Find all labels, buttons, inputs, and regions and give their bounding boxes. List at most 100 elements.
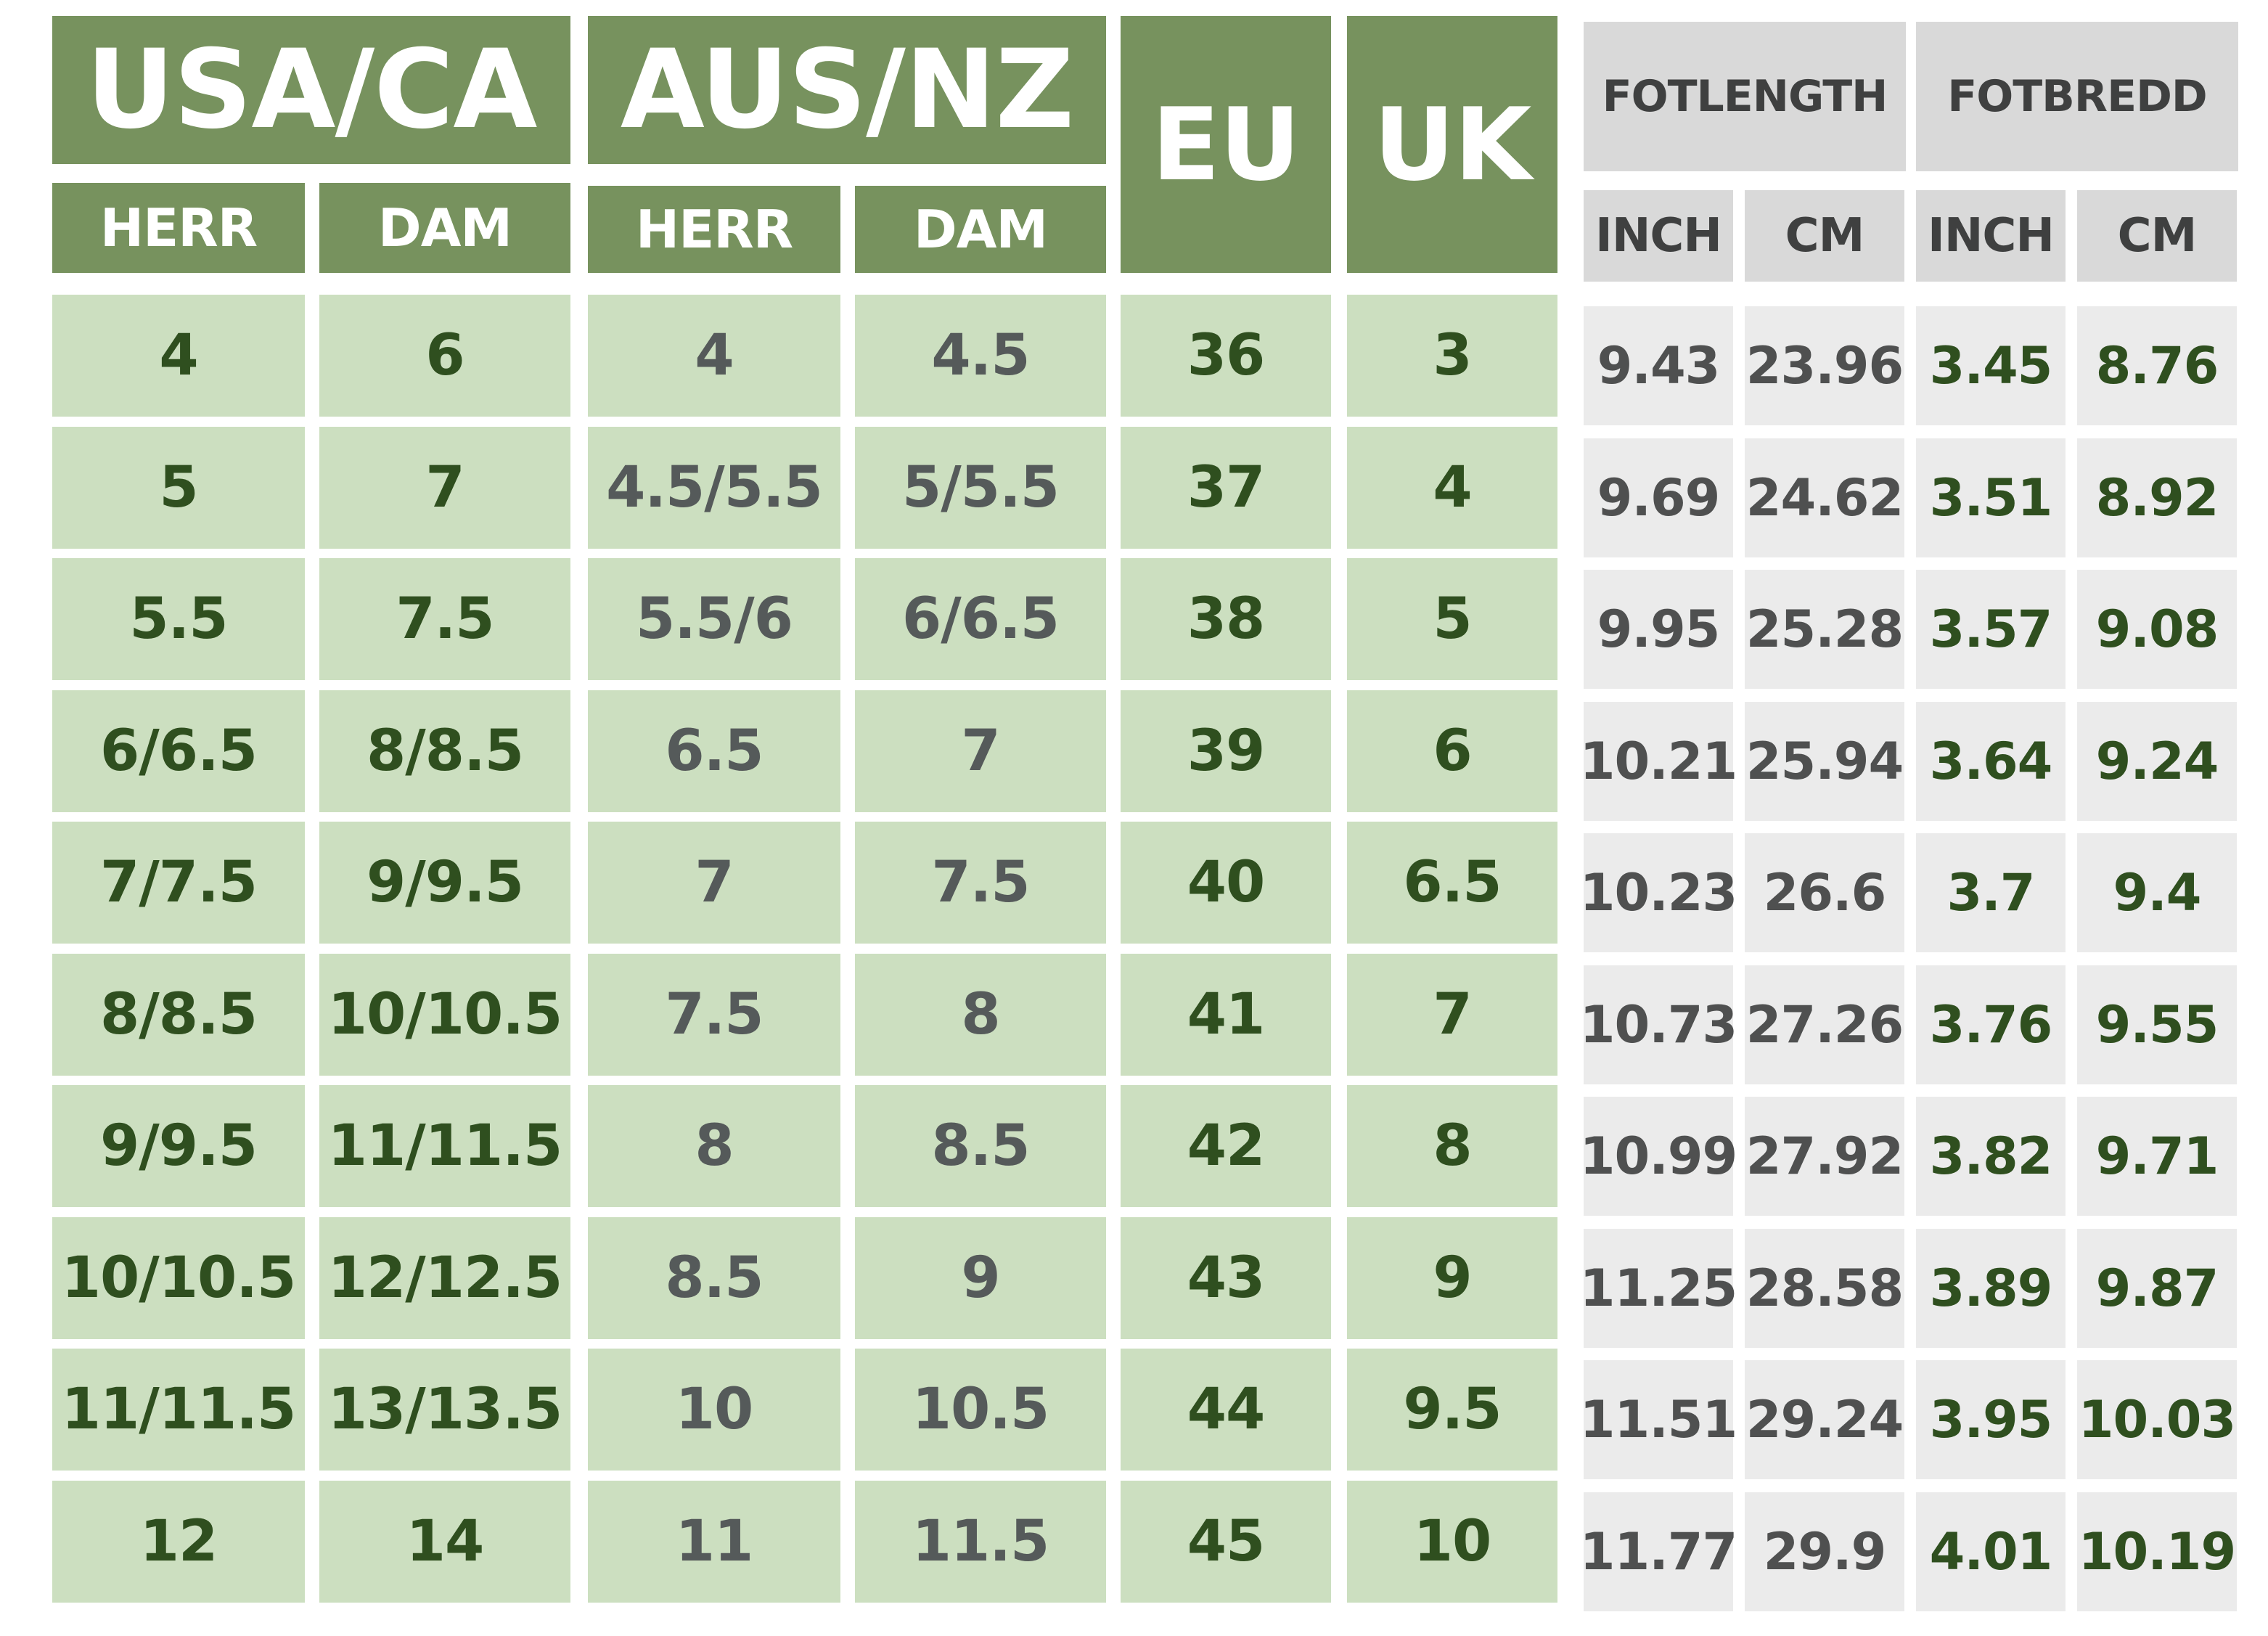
cell-aus-herr: 5.5/6 [588,558,840,680]
cell-eu: 38 [1121,558,1331,680]
header-uk: UK [1347,16,1557,273]
cell-aus-herr: 11 [588,1481,840,1603]
cell-length-cm: 26.6 [1745,833,1904,952]
cell-uk: 10 [1347,1481,1557,1603]
cell-aus-herr: 4 [588,295,840,417]
cell-aus-dam: 5/5.5 [855,427,1106,549]
header-eu: EU [1121,16,1331,273]
cell-length-inch: 11.51 [1580,1360,1737,1479]
cell-uk: 8 [1347,1085,1557,1207]
cell-usa-herr: 11/11.5 [52,1349,305,1471]
cell-uk: 9.5 [1347,1349,1557,1471]
header-foot-length: FOTLENGTH [1584,22,1906,171]
cell-eu: 37 [1121,427,1331,549]
cell-width-cm: 10.03 [2077,1360,2237,1479]
cell-length-inch: 9.69 [1584,438,1733,557]
cell-aus-herr: 7 [588,822,840,944]
cell-aus-dam: 8 [855,954,1106,1076]
subheader-usa-herr: HERR [52,183,305,273]
subheader-usa-dam: DAM [319,183,570,273]
cell-width-inch: 3.51 [1916,438,2066,557]
cell-usa-dam: 9/9.5 [319,822,570,944]
cell-usa-herr: 8/8.5 [52,954,305,1076]
cell-aus-dam: 6/6.5 [855,558,1106,680]
cell-width-inch: 3.82 [1916,1097,2066,1216]
cell-aus-herr: 4.5/5.5 [588,427,840,549]
subheader-length-inch: INCH [1584,190,1733,282]
cell-usa-dam: 14 [319,1481,570,1603]
cell-aus-dam: 4.5 [855,295,1106,417]
header-foot-width: FOTBREDD [1916,22,2238,171]
cell-usa-dam: 12/12.5 [319,1217,570,1339]
cell-eu: 39 [1121,690,1331,812]
header-usa-ca: USA/CA [52,16,570,164]
subheader-length-cm: CM [1745,190,1904,282]
cell-eu: 44 [1121,1349,1331,1471]
cell-usa-dam: 11/11.5 [319,1085,570,1207]
cell-usa-herr: 6/6.5 [52,690,305,812]
cell-width-cm: 8.92 [2077,438,2237,557]
cell-aus-herr: 8.5 [588,1217,840,1339]
cell-aus-herr: 7.5 [588,954,840,1076]
cell-length-inch: 10.23 [1580,833,1737,952]
cell-aus-dam: 7 [855,690,1106,812]
cell-length-cm: 27.92 [1745,1097,1904,1216]
cell-aus-dam: 10.5 [855,1349,1106,1471]
subheader-width-inch: INCH [1916,190,2066,282]
header-aus-nz: AUS/NZ [588,16,1106,164]
cell-aus-herr: 6.5 [588,690,840,812]
cell-length-cm: 25.28 [1745,570,1904,689]
cell-aus-herr: 10 [588,1349,840,1471]
subheader-aus-herr: HERR [588,186,840,273]
cell-usa-herr: 12 [52,1481,305,1603]
cell-width-cm: 9.87 [2077,1229,2237,1348]
cell-usa-dam: 6 [319,295,570,417]
cell-width-inch: 3.7 [1916,833,2066,952]
cell-uk: 9 [1347,1217,1557,1339]
cell-eu: 42 [1121,1085,1331,1207]
cell-width-cm: 9.24 [2077,702,2237,821]
cell-uk: 7 [1347,954,1557,1076]
cell-eu: 40 [1121,822,1331,944]
cell-length-inch: 11.25 [1580,1229,1737,1348]
cell-width-inch: 3.76 [1916,965,2066,1084]
cell-length-inch: 9.95 [1584,570,1733,689]
cell-eu: 45 [1121,1481,1331,1603]
cell-width-inch: 4.01 [1916,1492,2066,1611]
cell-length-inch: 9.43 [1584,306,1733,425]
cell-width-cm: 9.08 [2077,570,2237,689]
cell-width-inch: 3.45 [1916,306,2066,425]
subheader-aus-dam: DAM [855,186,1106,273]
cell-aus-dam: 11.5 [855,1481,1106,1603]
subheader-width-cm: CM [2077,190,2237,282]
cell-aus-dam: 8.5 [855,1085,1106,1207]
cell-length-cm: 24.62 [1745,438,1904,557]
cell-width-cm: 9.4 [2077,833,2237,952]
cell-eu: 43 [1121,1217,1331,1339]
cell-usa-herr: 5.5 [52,558,305,680]
cell-length-cm: 28.58 [1745,1229,1904,1348]
cell-usa-dam: 10/10.5 [319,954,570,1076]
cell-usa-herr: 9/9.5 [52,1085,305,1207]
cell-uk: 5 [1347,558,1557,680]
cell-length-cm: 29.9 [1745,1492,1904,1611]
cell-length-cm: 25.94 [1745,702,1904,821]
cell-eu: 41 [1121,954,1331,1076]
cell-usa-herr: 7/7.5 [52,822,305,944]
cell-width-inch: 3.95 [1916,1360,2066,1479]
cell-width-inch: 3.57 [1916,570,2066,689]
cell-uk: 6 [1347,690,1557,812]
cell-uk: 6.5 [1347,822,1557,944]
cell-width-cm: 9.71 [2077,1097,2237,1216]
cell-usa-herr: 4 [52,295,305,417]
cell-usa-dam: 8/8.5 [319,690,570,812]
cell-aus-dam: 7.5 [855,822,1106,944]
cell-length-inch: 10.73 [1580,965,1737,1084]
cell-usa-dam: 7.5 [319,558,570,680]
cell-uk: 3 [1347,295,1557,417]
cell-aus-dam: 9 [855,1217,1106,1339]
cell-width-cm: 10.19 [2077,1492,2237,1611]
cell-width-cm: 8.76 [2077,306,2237,425]
cell-usa-dam: 13/13.5 [319,1349,570,1471]
cell-aus-herr: 8 [588,1085,840,1207]
